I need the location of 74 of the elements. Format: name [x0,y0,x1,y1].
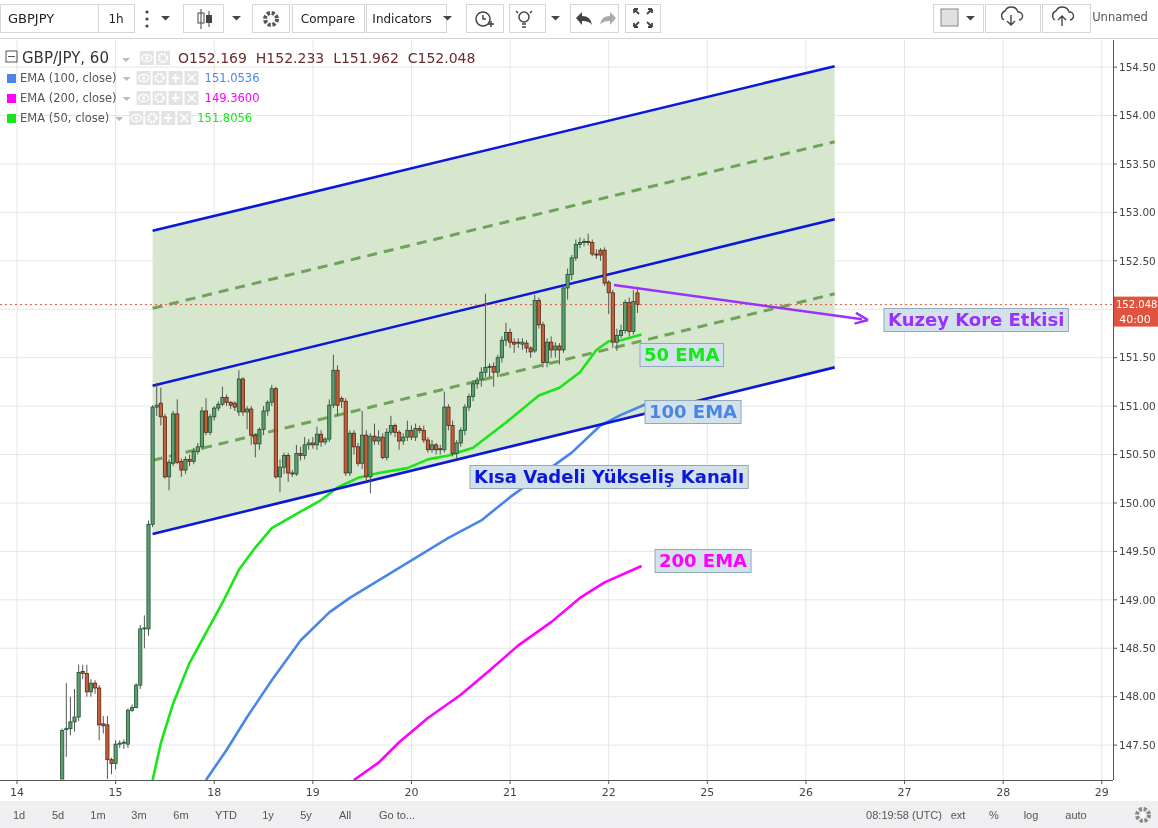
annotation: 200 EMA [659,550,748,572]
y-tick-label: 153.50 [1119,157,1156,170]
text: Unnamed [1092,10,1148,24]
y-tick-label: 151.00 [1119,399,1156,412]
x-tick-label: 29 [1094,786,1109,799]
annotation: 151.8056 [197,111,253,125]
y-tick-label: 149.00 [1119,593,1156,606]
candlestick [380,432,385,460]
candlestick [582,238,587,247]
x-tick-label: 22 [601,786,616,799]
x-tick-label: 25 [700,786,715,799]
x-tick-label: 27 [897,786,912,799]
line-series [352,564,643,780]
annotation: 100 EMA [649,401,738,423]
candlestick [204,397,209,436]
candlestick [557,342,562,365]
x-tick-label: 26 [798,786,813,799]
candlestick [64,682,69,758]
y-tick-label: 150.50 [1119,448,1156,461]
y-tick-label: 148.00 [1119,690,1156,703]
annotation: Kısa Vadeli Yükseliş Kanalı [474,466,745,488]
annotation: 149.3600 [204,91,260,105]
text: 40:00 [1119,313,1151,327]
text: 1d [12,809,26,821]
candlestick [220,386,225,407]
y-tick-label: 150.00 [1119,496,1156,509]
x-tick-label: 21 [503,786,518,799]
x-tick-label: 15 [108,786,123,799]
y-tick-label: 148.50 [1119,641,1156,654]
text: O152.169 H152.233 L151.962 C152.048 [178,50,476,66]
text: % [989,809,1000,821]
candlestick [245,405,250,430]
candlestick [113,739,118,770]
y-tick-label: 147.50 [1119,738,1156,751]
candlestick [614,328,619,352]
text: GBPJPY [8,11,55,26]
text: 3m [131,809,147,821]
text: 08:19:58 (UTC) [866,809,942,821]
candlestick [545,337,550,368]
text: 5y [300,809,313,821]
y-tick-label: 153.00 [1119,206,1156,219]
text: Indicators [372,12,432,26]
text: 1y [262,809,275,821]
x-tick-label: 19 [305,786,320,799]
legend-label: EMA (50, close) [20,111,110,125]
text: 1h [108,12,124,26]
annotation: 50 EMA [644,344,720,366]
legend-label: EMA (200, close) [20,91,117,105]
text: log [1023,809,1039,821]
y-tick-label: 154.50 [1119,60,1156,73]
text: 5d [51,809,65,821]
y-tick-label: 152.50 [1119,254,1156,267]
x-tick-label: 14 [10,786,24,799]
text: Go to... [378,809,416,821]
y-tick-label: 154.00 [1119,109,1156,122]
annotation: Kuzey Kore Etkisi [888,309,1065,331]
candlestick [372,423,377,446]
y-tick-label: 149.50 [1119,545,1156,558]
text: ext [950,809,966,821]
ref-line-label: 152.048 [1116,299,1158,311]
y-tick-label: 151.50 [1119,351,1156,364]
x-tick-label: 28 [996,786,1011,799]
candlestick [430,439,435,454]
text: 1m [90,809,106,821]
x-tick-label: 20 [404,786,419,799]
text: All [338,809,352,821]
text: auto [1065,809,1087,821]
text: GBP/JPY, 60 [22,49,109,67]
legend-label: EMA (100, close) [20,71,117,85]
annotation: 151.0536 [204,71,260,85]
text: Compare [300,12,356,26]
text: 6m [173,809,189,821]
text: YTD [215,809,238,821]
x-tick-label: 18 [207,786,222,799]
